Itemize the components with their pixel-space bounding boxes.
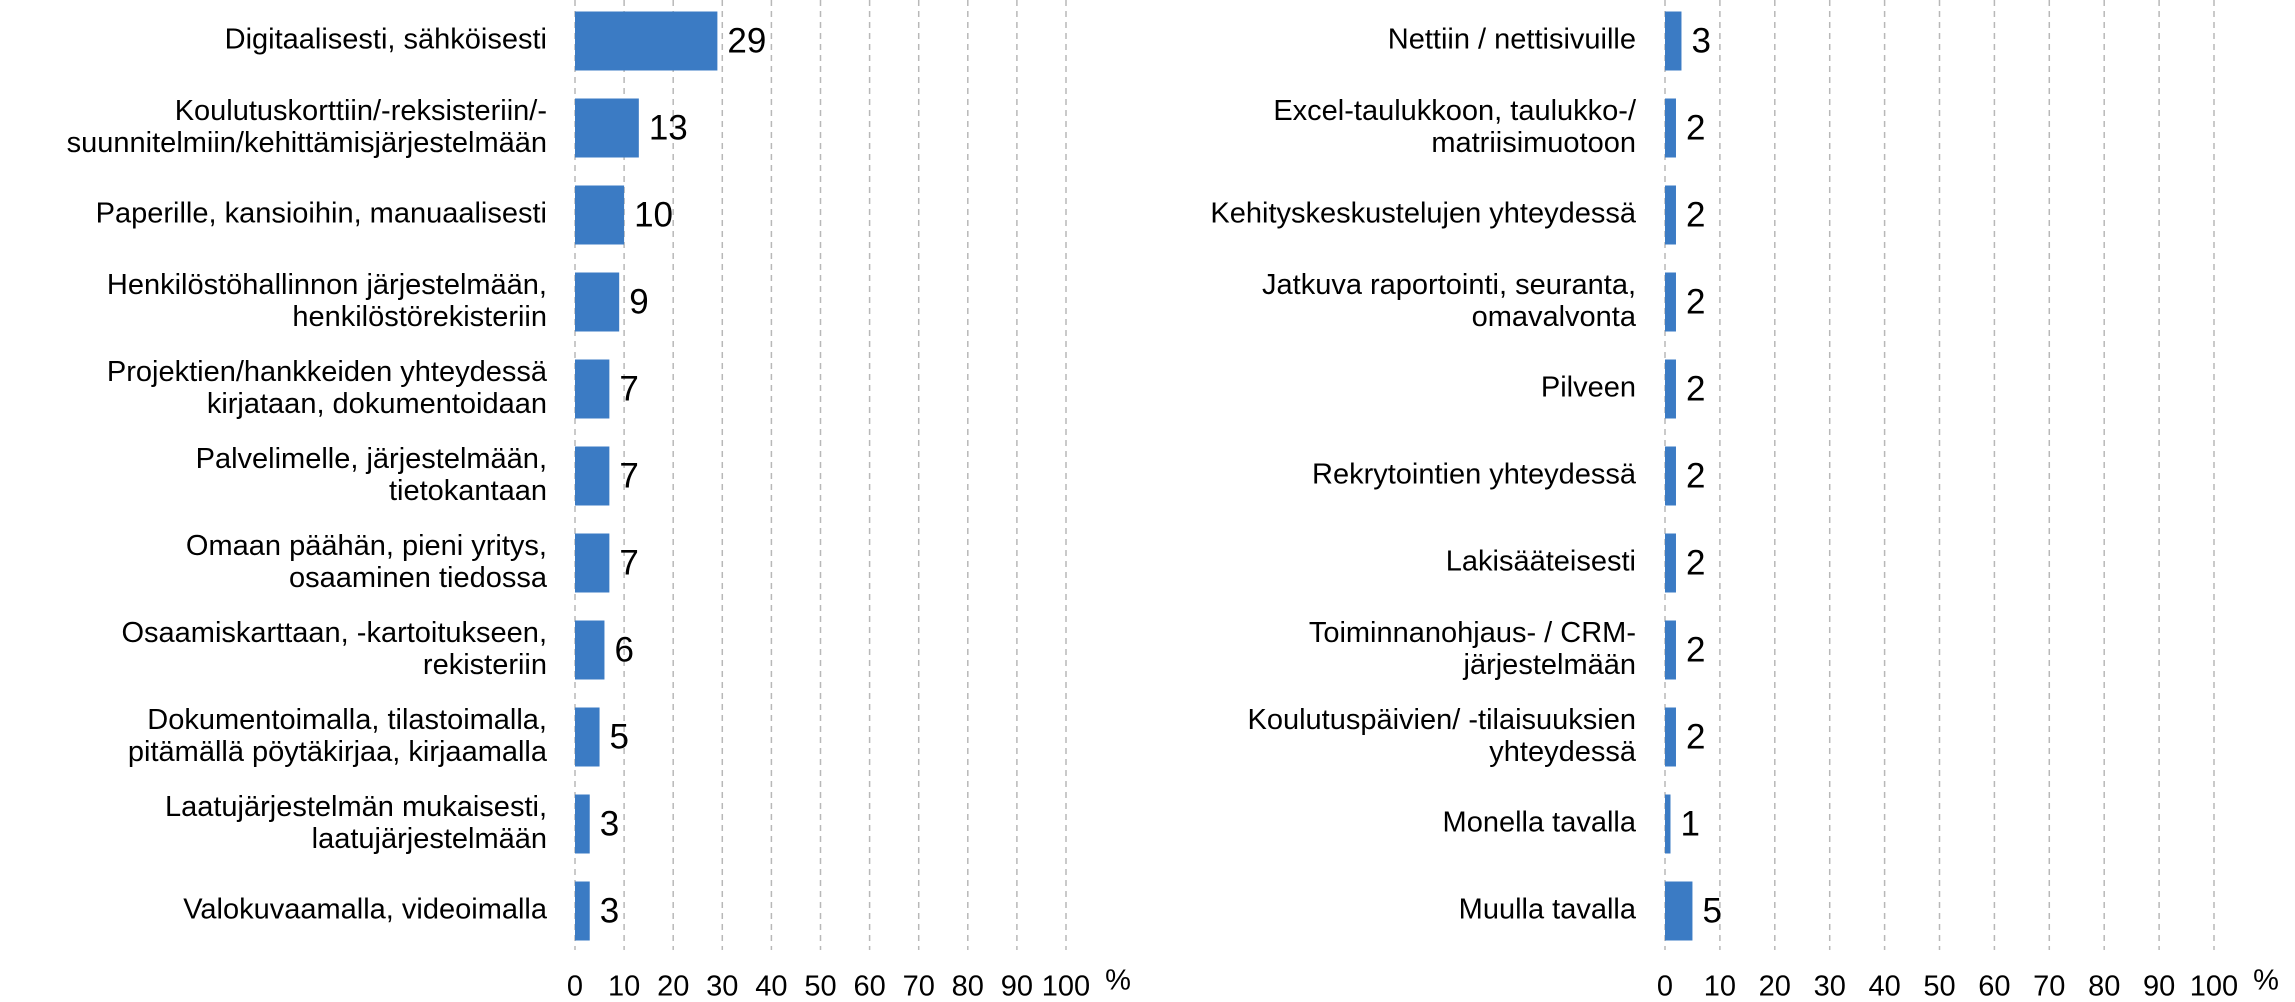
data-label: 7	[619, 369, 638, 408]
x-tick-label: 20	[657, 971, 689, 1002]
x-tick-label: 80	[2088, 971, 2120, 1002]
bar	[1665, 98, 1676, 158]
bar	[575, 707, 600, 767]
category-label: Osaamiskarttaan, -kartoitukseen, rekister…	[121, 617, 547, 681]
x-tick-label: 90	[2143, 971, 2175, 1002]
data-label: 10	[634, 195, 673, 234]
data-label: 6	[614, 630, 633, 669]
x-tick-label: 70	[903, 971, 935, 1002]
category-label: Projektien/hankkeiden yhteydessä kirjataa…	[107, 356, 548, 420]
x-axis-unit: %	[1105, 965, 1131, 997]
data-label: 2	[1686, 456, 1705, 495]
bar	[1665, 446, 1676, 506]
category-label: Koulutuskorttiin/-reksisteriin/-suunnite…	[67, 95, 547, 159]
x-tick-label: 10	[1704, 971, 1736, 1002]
x-tick-label: 0	[1657, 971, 1673, 1002]
x-tick-label: 60	[1978, 971, 2010, 1002]
data-label: 13	[649, 108, 688, 147]
x-tick-label: 10	[608, 971, 640, 1002]
data-label: 2	[1686, 108, 1705, 147]
x-tick-label: 50	[1923, 971, 1955, 1002]
x-tick-label: 100	[2190, 971, 2238, 1002]
category-label: Pilveen	[1541, 372, 1636, 404]
category-label: Valokuvaamalla, videoimalla	[183, 894, 548, 926]
data-label: 29	[727, 21, 766, 60]
x-tick-label: 40	[1868, 971, 1900, 1002]
category-label: Henkilöstöhallinnon järjestelmään, henkil…	[107, 269, 547, 333]
data-label: 5	[610, 717, 629, 756]
bar	[575, 446, 610, 506]
bar	[1665, 359, 1676, 419]
data-label: 3	[600, 891, 619, 930]
data-label: 5	[1702, 891, 1721, 930]
bar	[1665, 707, 1676, 767]
x-tick-label: 0	[567, 971, 583, 1002]
category-label: Excel-taulukkoon, taulukko-/matriisimuot…	[1273, 95, 1637, 159]
data-label: 2	[1686, 369, 1705, 408]
data-label: 9	[629, 282, 648, 321]
x-tick-label: 60	[853, 971, 885, 1002]
category-label: Paperille, kansioihin, manuaalisesti	[96, 198, 547, 230]
category-label: Laatujärjestelmän mukaisesti, laatujärjes…	[165, 791, 547, 855]
category-label: Toiminnanohjaus- / CRM-järjestelmään	[1309, 617, 1636, 681]
bar	[575, 359, 610, 419]
x-axis-unit: %	[2253, 965, 2279, 997]
category-label: Dokumentoimalla, tilastoimalla, pitämällä…	[128, 704, 548, 768]
bar	[575, 272, 620, 332]
bar	[1665, 794, 1671, 854]
bar	[1665, 881, 1693, 941]
x-tick-label: 30	[706, 971, 738, 1002]
bar	[1665, 185, 1676, 245]
category-label: Koulutuspäivien/ -tilaisuuksien yhteydess…	[1248, 704, 1637, 768]
category-label: Omaan päähän, pieni yritys, osaaminen tie…	[186, 530, 548, 594]
data-label: 3	[1691, 21, 1710, 60]
bar	[1665, 272, 1676, 332]
x-tick-label: 20	[1759, 971, 1791, 1002]
data-label: 2	[1686, 717, 1705, 756]
x-tick-label: 100	[1042, 971, 1090, 1002]
category-label: Muulla tavalla	[1459, 894, 1637, 926]
bar	[575, 533, 610, 593]
data-label: 2	[1686, 630, 1705, 669]
data-label: 7	[619, 543, 638, 582]
data-label: 2	[1686, 543, 1705, 582]
data-label: 1	[1680, 804, 1699, 843]
bar	[575, 11, 718, 71]
bar	[575, 881, 590, 941]
category-label: Palvelimelle, järjestelmään, tietokantaan	[196, 443, 547, 507]
data-label: 2	[1686, 195, 1705, 234]
x-tick-label: 80	[952, 971, 984, 1002]
data-label: 3	[600, 804, 619, 843]
x-tick-label: 40	[755, 971, 787, 1002]
x-tick-label: 90	[1001, 971, 1033, 1002]
x-tick-label: 30	[1814, 971, 1846, 1002]
bar	[1665, 620, 1676, 680]
bar	[575, 620, 605, 680]
bar	[1665, 533, 1676, 593]
bar	[575, 185, 625, 245]
x-tick-label: 50	[804, 971, 836, 1002]
bar	[1665, 11, 1682, 71]
data-label: 2	[1686, 282, 1705, 321]
category-label: Lakisääteisesti	[1446, 546, 1636, 578]
category-label: Monella tavalla	[1443, 807, 1637, 839]
bar	[575, 794, 590, 854]
category-label: Digitaalisesti, sähköisesti	[225, 24, 547, 56]
category-label: Rekrytointien yhteydessä	[1312, 459, 1637, 491]
bar	[575, 98, 639, 158]
data-label: 7	[619, 456, 638, 495]
category-label: Kehityskeskustelujen yhteydessä	[1210, 198, 1636, 230]
x-tick-label: 70	[2033, 971, 2065, 1002]
category-label: Nettiin / nettisivuille	[1388, 24, 1636, 56]
category-label: Jatkuva raportointi, seuranta, omavalvont…	[1262, 269, 1637, 333]
